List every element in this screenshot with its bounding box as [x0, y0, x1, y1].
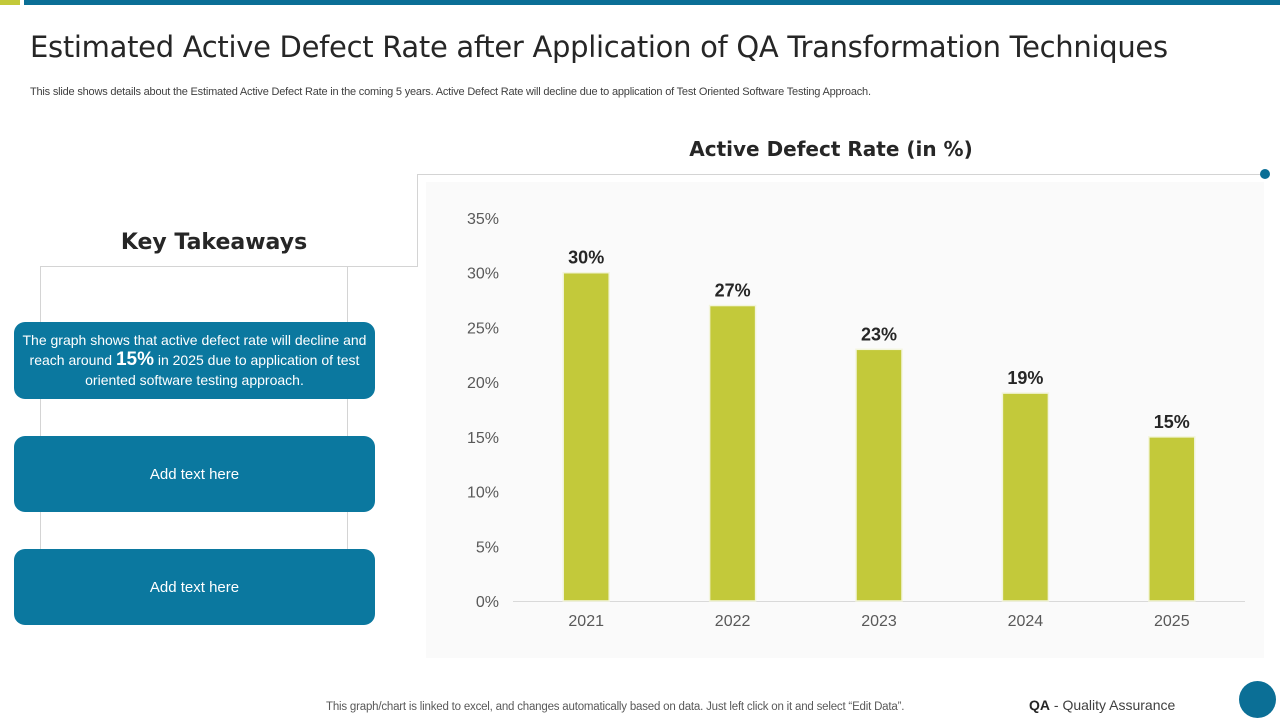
x-tick-label: 2021: [568, 613, 604, 630]
data-label: 27%: [715, 281, 751, 301]
takeaway-text: The graph shows that active defect rate …: [20, 331, 369, 391]
takeaway-text: Add text here: [149, 465, 240, 483]
connector-line: [417, 174, 418, 267]
x-tick-label: 2022: [715, 613, 751, 630]
key-takeaways-heading: Key Takeaways: [120, 230, 308, 255]
takeaway-card[interactable]: Add text here: [14, 549, 375, 625]
takeaway-text: Add text here: [149, 578, 240, 596]
bar-chart[interactable]: 0% 5% 10% 15% 20% 25% 30% 35% 30% 2021 27% 2022 23% 2…: [426, 182, 1264, 658]
takeaways-frame: [40, 266, 348, 566]
chart-top-line: [417, 174, 1265, 175]
y-tick-label: 10%: [467, 485, 499, 502]
footer-abbreviation: QA - Quality Assurance: [1029, 697, 1175, 713]
y-tick-label: 0%: [476, 594, 499, 611]
footnote: This graph/chart is linked to excel, and…: [326, 701, 905, 713]
y-tick-label: 30%: [467, 266, 499, 283]
y-tick-label: 15%: [467, 430, 499, 447]
bar-2024[interactable]: [1001, 392, 1050, 602]
data-label: 19%: [1007, 368, 1043, 388]
takeaway-card[interactable]: Add text here: [14, 436, 375, 512]
takeaway-card[interactable]: The graph shows that active defect rate …: [14, 322, 375, 399]
data-label: 15%: [1154, 412, 1190, 432]
footer-circle: [1239, 681, 1276, 718]
data-label: 23%: [861, 324, 897, 344]
top-bar: [0, 0, 1280, 5]
slide-title: Estimated Active Defect Rate after Appli…: [30, 30, 1168, 64]
slide-subtitle: This slide shows details about the Estim…: [30, 86, 871, 98]
bar-2022[interactable]: [708, 304, 757, 602]
top-bar-gap: [20, 0, 24, 5]
takeaway-text-part: The graph shows that active defect rate …: [22, 331, 367, 369]
top-bar-accent: [0, 0, 20, 5]
abbr-full: - Quality Assurance: [1050, 697, 1176, 713]
y-tick-label: 20%: [467, 375, 499, 392]
x-tick-label: 2024: [1008, 613, 1044, 630]
highlight-value: 15%: [115, 349, 154, 371]
takeaway-text-part: in 2025 due to application of test orien…: [85, 352, 360, 388]
y-tick-label: 5%: [476, 539, 499, 556]
chart-title: Active Defect Rate (in %): [689, 137, 973, 161]
bar-2023[interactable]: [855, 348, 903, 602]
abbr: QA: [1029, 697, 1050, 713]
bar-2025[interactable]: [1148, 436, 1196, 602]
bar-2021[interactable]: [562, 271, 610, 602]
connector-line: [348, 266, 418, 267]
y-tick-label: 25%: [467, 320, 499, 337]
y-tick-label: 35%: [467, 211, 499, 228]
x-tick-label: 2023: [861, 613, 897, 630]
data-label: 30%: [568, 248, 604, 268]
x-tick-label: 2025: [1154, 613, 1190, 630]
connector-dot: [1260, 169, 1270, 179]
